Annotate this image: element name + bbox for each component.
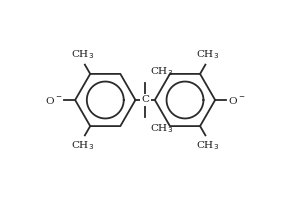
Text: C: C — [141, 96, 149, 104]
Text: CH$_3$: CH$_3$ — [196, 139, 219, 152]
Text: CH$_3$: CH$_3$ — [71, 139, 94, 152]
Text: CH$_3$: CH$_3$ — [71, 48, 94, 61]
Text: CH$_3$: CH$_3$ — [150, 122, 173, 135]
Text: CH$_3$: CH$_3$ — [150, 65, 173, 78]
Text: O$^-$: O$^-$ — [228, 95, 245, 106]
Text: CH$_3$: CH$_3$ — [196, 48, 219, 61]
Text: O$^-$: O$^-$ — [45, 95, 62, 106]
